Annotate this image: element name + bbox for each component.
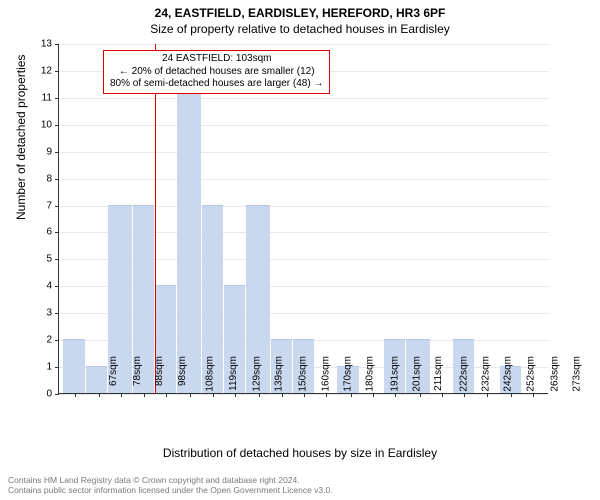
x-tick-label: 263sqm	[550, 356, 561, 392]
x-tick-label: 78sqm	[132, 356, 143, 386]
y-tick-label: 10	[22, 119, 52, 130]
callout-marker-line	[155, 44, 156, 394]
gridline	[59, 44, 549, 45]
gridline	[59, 152, 549, 153]
footer-line: Contains HM Land Registry data © Crown c…	[8, 475, 333, 486]
x-tick-label: 252sqm	[525, 356, 536, 392]
callout-text: 80% of semi-detached houses are larger (…	[110, 78, 323, 91]
x-tick-label: 108sqm	[204, 356, 215, 392]
histogram-bar	[63, 339, 84, 393]
x-tick-label: 242sqm	[503, 356, 514, 392]
page-title: 24, EASTFIELD, EARDISLEY, HEREFORD, HR3 …	[0, 6, 600, 20]
x-tick-label: 232sqm	[481, 356, 492, 392]
x-tick-label: 191sqm	[389, 356, 400, 392]
plot-region: 24 EASTFIELD: 103sqm← 20% of detached ho…	[58, 44, 548, 394]
y-tick-label: 11	[22, 92, 52, 103]
footer-line: Contains public sector information licen…	[8, 485, 333, 496]
y-tick-label: 12	[22, 65, 52, 76]
x-tick-label: 222sqm	[458, 356, 469, 392]
y-tick-label: 8	[22, 173, 52, 184]
y-tick-label: 2	[22, 335, 52, 346]
y-tick-label: 7	[22, 200, 52, 211]
gridline	[59, 98, 549, 99]
x-tick-label: 170sqm	[343, 356, 354, 392]
page-subtitle: Size of property relative to detached ho…	[0, 22, 600, 36]
x-tick-label: 139sqm	[274, 356, 285, 392]
y-tick-label: 6	[22, 227, 52, 238]
gridline	[59, 125, 549, 126]
callout-text: 24 EASTFIELD: 103sqm	[110, 53, 323, 66]
y-tick-label: 0	[22, 389, 52, 400]
x-tick-label: 119sqm	[228, 356, 239, 391]
callout-box: 24 EASTFIELD: 103sqm← 20% of detached ho…	[103, 50, 330, 94]
x-axis-label: Distribution of detached houses by size …	[0, 446, 600, 460]
x-tick-label: 211sqm	[433, 356, 444, 391]
y-axis-label: Number of detached properties	[14, 55, 28, 220]
x-tick-label: 273sqm	[572, 356, 583, 392]
x-tick-label: 160sqm	[320, 356, 331, 392]
x-tick-label: 129sqm	[251, 356, 262, 392]
x-tick-label: 98sqm	[177, 356, 188, 386]
x-tick-label: 180sqm	[365, 356, 376, 392]
y-tick-label: 9	[22, 146, 52, 157]
y-tick-label: 1	[22, 362, 52, 373]
x-tick-label: 88sqm	[154, 356, 165, 386]
histogram-bar	[177, 70, 201, 393]
y-tick-label: 5	[22, 254, 52, 265]
y-tick-label: 3	[22, 308, 52, 319]
x-tick-label: 67sqm	[108, 356, 119, 386]
histogram-bar	[86, 366, 107, 393]
callout-text: ← 20% of detached houses are smaller (12…	[110, 66, 323, 79]
x-tick-label: 201sqm	[412, 356, 423, 392]
y-tick-label: 4	[22, 281, 52, 292]
x-tick-label: 150sqm	[298, 356, 309, 392]
gridline	[59, 179, 549, 180]
y-tick-label: 13	[22, 39, 52, 50]
footer-attribution: Contains HM Land Registry data © Crown c…	[8, 475, 333, 496]
